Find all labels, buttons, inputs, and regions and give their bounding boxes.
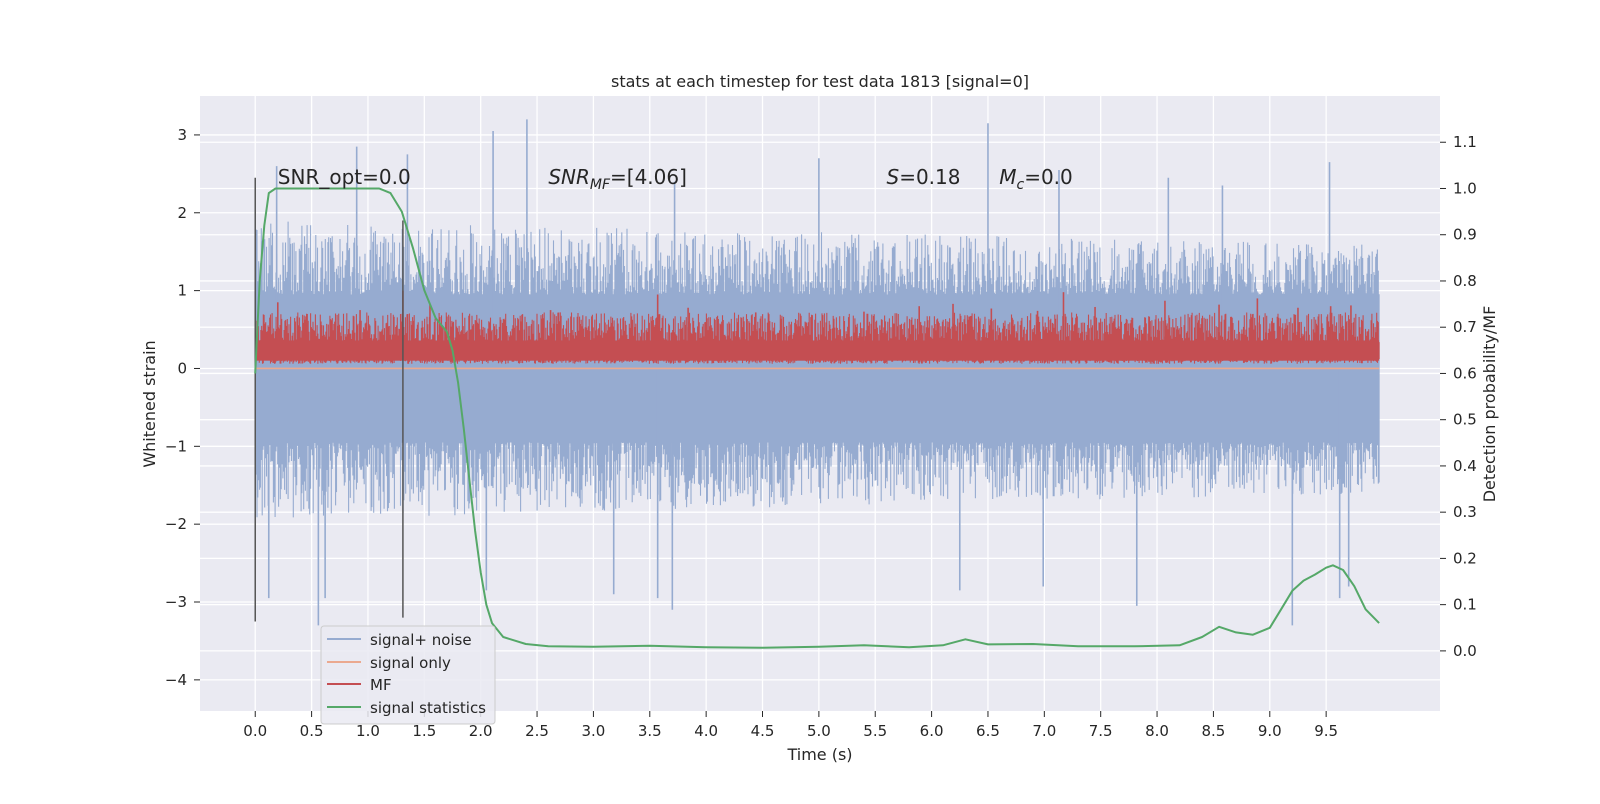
x-tick-label: 8.0: [1145, 722, 1169, 740]
y-tick-label: −2: [165, 515, 187, 533]
annotation-snr_mf: SNRMF=[4.06]: [548, 165, 687, 193]
y2-tick-label: 0.7: [1453, 318, 1477, 336]
y2-tick-label: 0.3: [1453, 503, 1477, 521]
x-tick-label: 5.0: [807, 722, 831, 740]
x-tick-label: 7.0: [1032, 722, 1056, 740]
x-axis-label: Time (s): [786, 745, 852, 764]
y2-tick-label: 0.1: [1453, 596, 1477, 614]
x-tick-label: 9.0: [1258, 722, 1282, 740]
annotation-snr_opt: SNR_opt=0.0: [278, 165, 411, 189]
annotations: SNR_opt=0.0 SNRMF=[4.06] S=0.18 Mc=0.0: [278, 165, 1073, 193]
y2-axis-label: Detection probability/MF: [1480, 306, 1499, 503]
y-tick-label: 1: [177, 282, 187, 300]
x-tick-label: 1.0: [356, 722, 380, 740]
x-tick-label: 4.5: [751, 722, 775, 740]
signal-statistics-line: [254, 187, 1380, 649]
x-tick-label: 9.5: [1314, 722, 1338, 740]
legend-label-mf: MF: [370, 676, 392, 694]
x-tick-label: 2.5: [525, 722, 549, 740]
x-tick-label: 4.0: [694, 722, 718, 740]
annotation-value: =0.18: [899, 165, 960, 189]
x-tick-label: 7.5: [1089, 722, 1113, 740]
y-tick-label: −3: [165, 593, 187, 611]
y2-tick-label: 0.8: [1453, 272, 1477, 290]
y2-tick-label: 0.5: [1453, 411, 1477, 429]
legend: signal+ noise signal only MF signal stat…: [320, 625, 496, 725]
y-tick-label: 3: [177, 126, 187, 144]
chart-title: stats at each timestep for test data 181…: [611, 72, 1029, 91]
x-tick-label: 1.5: [412, 722, 436, 740]
annotation-mc: Mc=0.0: [999, 165, 1073, 193]
x-tick-label: 2.0: [469, 722, 493, 740]
annotation-subscript: c: [1017, 177, 1025, 193]
x-axis-ticks: 0.0 0.5 1.0 1.5 2.0 2.5 3.0 3.5 4.0 4.5 5.0 5.5 6.0 6…: [243, 711, 1338, 740]
annotation-pre: SNR_opt=0.0: [278, 165, 411, 189]
x-tick-label: 6.0: [920, 722, 944, 740]
y2-tick-label: 0.2: [1453, 549, 1477, 567]
y2-tick-label: 0.6: [1453, 364, 1477, 382]
x-tick-label: 0.0: [243, 722, 267, 740]
annotation-s_stat: S=0.18: [887, 165, 961, 189]
annotation-symbol: S: [887, 165, 900, 189]
annotation-subscript: MF: [590, 177, 611, 193]
x-tick-label: 3.5: [638, 722, 662, 740]
y2-tick-label: 1.1: [1453, 133, 1477, 151]
annotation-symbol: M: [999, 165, 1016, 189]
y-axis-ticks: 3 2 1 0 −1 −2 −3 −4: [165, 126, 200, 689]
y-tick-label: −4: [165, 671, 187, 689]
y2-tick-label: 0.9: [1453, 226, 1477, 244]
x-tick-label: 3.0: [581, 722, 605, 740]
annotation-value: =0.0: [1024, 165, 1073, 189]
legend-box: [320, 625, 496, 725]
y2-tick-label: 0.0: [1453, 642, 1477, 660]
x-tick-label: 0.5: [300, 722, 324, 740]
y2-tick-label: 1.0: [1453, 179, 1477, 197]
y-tick-label: 0: [177, 359, 187, 377]
x-tick-label: 5.5: [863, 722, 887, 740]
legend-label-signal-statistics: signal statistics: [370, 699, 486, 717]
x-tick-label: 6.5: [976, 722, 1000, 740]
legend-label-signal-only: signal only: [370, 654, 451, 672]
y2-axis-ticks: 1.1 1.0 0.9 0.8 0.7 0.6 0.5 0.4 0.3 0.2 0.1 0.0: [1440, 133, 1477, 660]
signal-statistics-series: [254, 187, 1380, 649]
y-tick-label: −1: [165, 437, 187, 455]
y-axis-label: Whitened strain: [140, 340, 159, 467]
mf-core: [255, 340, 1380, 361]
y2-tick-label: 0.4: [1453, 457, 1477, 475]
legend-label-signal-noise: signal+ noise: [370, 631, 472, 649]
marker-lines: [254, 177, 404, 622]
y-tick-label: 2: [177, 204, 187, 222]
annotation-value: =[4.06]: [610, 165, 687, 189]
x-tick-label: 8.5: [1201, 722, 1225, 740]
annotation-symbol: SNR: [548, 165, 590, 189]
